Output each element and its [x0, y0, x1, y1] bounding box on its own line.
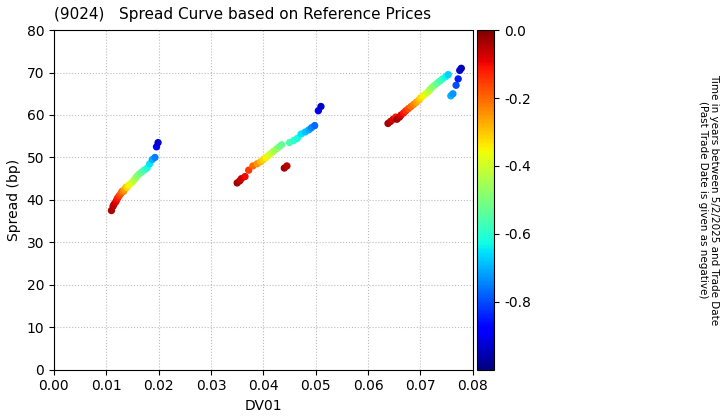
Point [418, 92, 429, 99]
Point [247, 163, 258, 169]
Point [276, 142, 287, 148]
Point [235, 175, 247, 182]
Point [391, 116, 402, 123]
Point [147, 156, 158, 163]
Point [445, 92, 456, 99]
Point [408, 101, 420, 108]
Point [295, 131, 307, 137]
Point [300, 129, 311, 135]
Point [423, 88, 434, 95]
Point [112, 194, 124, 201]
Point [153, 139, 164, 146]
Point [437, 76, 449, 82]
Y-axis label: Spread (bp): Spread (bp) [7, 159, 21, 241]
Point [415, 94, 426, 101]
Point [133, 171, 145, 178]
Point [258, 156, 269, 163]
Point [431, 80, 443, 87]
Point [315, 103, 327, 110]
Point [107, 203, 119, 210]
Point [144, 160, 156, 167]
Point [110, 199, 122, 205]
Point [400, 108, 412, 114]
Point [116, 188, 127, 195]
Point [288, 137, 300, 144]
Point [420, 90, 431, 97]
Point [149, 154, 161, 161]
Point [266, 150, 277, 157]
Point [387, 116, 399, 123]
Point [413, 97, 425, 103]
Point [135, 169, 147, 176]
Point [447, 90, 459, 97]
Point [426, 84, 438, 91]
Point [120, 184, 132, 191]
Point [111, 197, 122, 203]
Point [450, 82, 462, 89]
Point [115, 190, 127, 197]
Point [385, 118, 397, 125]
Point [456, 65, 467, 72]
Point [131, 173, 143, 180]
Point [395, 112, 407, 118]
Point [125, 180, 137, 186]
Point [108, 201, 120, 207]
Point [141, 165, 153, 171]
Point [274, 144, 285, 150]
Point [394, 114, 405, 121]
Y-axis label: Time in years between 5/2/2025 and Trade Date
(Past Trade Date is given as negat: Time in years between 5/2/2025 and Trade… [698, 74, 719, 326]
Point [239, 173, 251, 180]
Point [382, 120, 394, 127]
Point [279, 165, 290, 171]
Point [118, 188, 130, 195]
Point [234, 177, 246, 184]
Point [231, 180, 243, 186]
Point [243, 167, 254, 173]
Point [440, 74, 451, 80]
Point [434, 78, 446, 84]
Point [443, 71, 454, 78]
Point [303, 126, 315, 133]
Point [390, 114, 402, 121]
Point [122, 184, 133, 191]
Point [127, 177, 139, 184]
Point [268, 148, 279, 155]
Text: (9024)   Spread Curve based on Reference Prices: (9024) Spread Curve based on Reference P… [54, 7, 431, 22]
Point [410, 99, 422, 105]
Point [123, 182, 135, 189]
Point [452, 76, 464, 82]
Point [292, 135, 303, 142]
Point [309, 122, 320, 129]
Point [398, 110, 410, 116]
Point [454, 67, 466, 74]
Point [251, 160, 263, 167]
Point [284, 139, 295, 146]
Point [106, 207, 117, 214]
Point [138, 167, 150, 173]
Point [306, 124, 318, 131]
Point [263, 152, 274, 159]
Point [429, 82, 441, 89]
Point [114, 192, 125, 199]
Point [271, 146, 282, 152]
Point [424, 86, 436, 93]
Point [405, 103, 417, 110]
Point [255, 158, 266, 165]
X-axis label: DV01: DV01 [245, 399, 282, 413]
Point [260, 154, 271, 161]
Point [119, 186, 130, 193]
Point [312, 108, 324, 114]
Point [402, 105, 414, 112]
Point [150, 144, 162, 150]
Point [130, 175, 141, 182]
Point [281, 163, 292, 169]
